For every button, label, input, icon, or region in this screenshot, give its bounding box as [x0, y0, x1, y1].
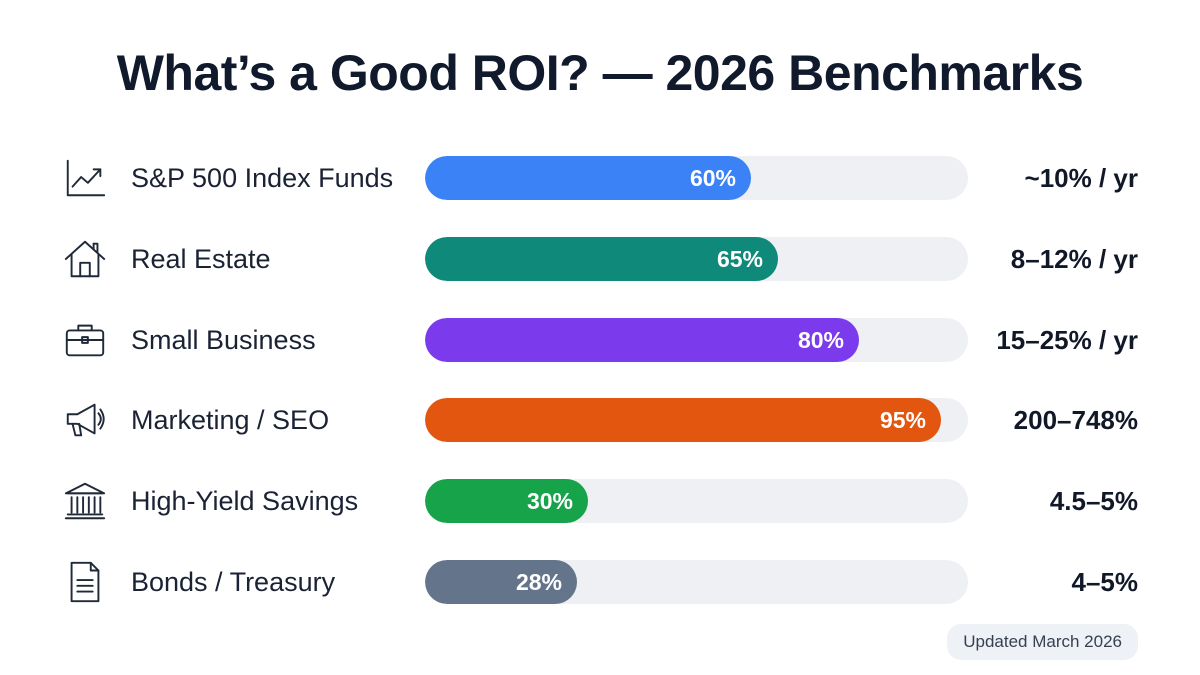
category-label: Small Business — [131, 325, 316, 355]
bar — [425, 237, 778, 281]
bank-icon — [60, 479, 110, 523]
bar-row: Marketing / SEO 95% 200–748% — [0, 398, 1200, 442]
bar-value-label: 30% — [526, 488, 573, 514]
bar-row: Bonds / Treasury 28% 4–5% — [0, 560, 1200, 604]
roi-range-label: ~10% / yr — [1024, 163, 1138, 193]
bar — [425, 318, 859, 362]
chart-title: What’s a Good ROI? — 2026 Benchmarks — [116, 45, 1084, 101]
roi-range-label: 4–5% — [1071, 567, 1139, 597]
bar-track: 95% — [425, 398, 968, 442]
bar-track: 30% — [425, 479, 968, 523]
bar-value-label: 60% — [689, 165, 736, 191]
bar — [425, 560, 577, 604]
roi-range-label: 4.5–5% — [1049, 486, 1138, 516]
bar — [425, 398, 941, 442]
bar-value-label: 80% — [797, 327, 844, 353]
bar-track: 65% — [425, 237, 968, 281]
category-label: High-Yield Savings — [131, 486, 359, 516]
trend-chart-icon — [60, 156, 110, 200]
bar-track: 80% — [425, 318, 968, 362]
bar — [425, 479, 588, 523]
bar-value-label: 65% — [716, 246, 763, 272]
roi-range-label: 200–748% — [1013, 405, 1138, 435]
roi-range-label: 8–12% / yr — [1010, 244, 1138, 274]
roi-range-label: 15–25% / yr — [996, 325, 1138, 355]
document-icon — [60, 560, 110, 604]
updated-badge: Updated March 2026 — [947, 624, 1138, 660]
bar-value-label: 95% — [879, 407, 926, 433]
category-label: Real Estate — [131, 244, 271, 274]
category-label: Bonds / Treasury — [131, 567, 336, 597]
megaphone-icon — [60, 398, 110, 442]
bar-track: 28% — [425, 560, 968, 604]
bar-track: 60% — [425, 156, 968, 200]
bar-row: Small Business 80% 15–25% / yr — [0, 318, 1200, 362]
category-label: S&P 500 Index Funds — [131, 163, 394, 193]
bar-row: High-Yield Savings 30% 4.5–5% — [0, 479, 1200, 523]
bar — [425, 156, 751, 200]
briefcase-icon — [60, 318, 110, 362]
category-label: Marketing / SEO — [131, 405, 330, 435]
bar-row: S&P 500 Index Funds 60% ~10% / yr — [0, 156, 1200, 200]
house-icon — [60, 237, 110, 281]
bar-value-label: 28% — [515, 569, 562, 595]
bar-row: Real Estate 65% 8–12% / yr — [0, 237, 1200, 281]
